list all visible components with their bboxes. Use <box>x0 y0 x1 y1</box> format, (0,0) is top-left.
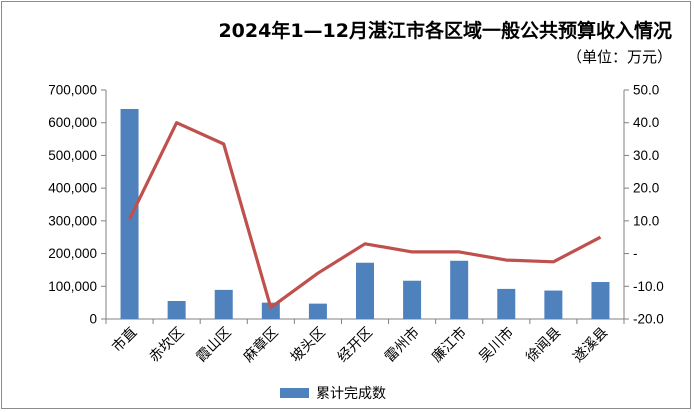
bar <box>167 301 186 319</box>
chart-unit: （单位：万元） <box>566 48 672 66</box>
y2-tick-label: -10.0 <box>633 279 664 294</box>
bar <box>308 303 327 319</box>
x-category-label: 遂溪县 <box>570 325 611 366</box>
bar <box>120 108 139 319</box>
legend-label: 累计完成数 <box>316 386 386 402</box>
bar <box>261 302 280 319</box>
y2-tick-label: 30.0 <box>633 148 659 163</box>
x-category-label: 吴川市 <box>475 324 517 366</box>
y2-tick-label: 20.0 <box>633 181 659 196</box>
y2-tick-label: - <box>633 246 638 261</box>
y2-tick-label: 10.0 <box>633 213 659 228</box>
y-tick-label: 0 <box>89 312 97 327</box>
bar <box>591 282 610 319</box>
y-tick-label: 300,000 <box>48 213 97 228</box>
x-category-label: 霞山区 <box>194 325 235 366</box>
y2-tick-label: -20.0 <box>633 312 664 327</box>
y-tick-label: 600,000 <box>48 115 97 130</box>
legend-swatch <box>280 388 309 398</box>
x-category-label: 经开区 <box>335 325 376 366</box>
bar <box>544 290 563 319</box>
y-tick-label: 100,000 <box>48 279 97 294</box>
x-category-label: 雷州市 <box>381 324 423 366</box>
growth-line <box>128 121 602 310</box>
bar <box>214 289 233 319</box>
y2-tick-label: 40.0 <box>633 115 659 130</box>
x-category-label: 市直 <box>109 324 141 356</box>
y-tick-label: 700,000 <box>48 83 97 98</box>
bar <box>497 288 516 319</box>
chart-title: 2024年1—12月湛江市各区域一般公共预算收入情况 <box>218 20 672 42</box>
x-category-label: 坡头区 <box>288 325 329 366</box>
bar <box>356 262 374 319</box>
x-category-label: 麻章区 <box>240 324 282 366</box>
x-category-label: 廉江市 <box>428 324 470 366</box>
x-category-label: 徐闻县 <box>523 325 564 366</box>
y2-tick-label: 50.0 <box>633 83 659 98</box>
y-tick-label: 200,000 <box>48 246 97 261</box>
y-tick-label: 400,000 <box>48 181 97 196</box>
x-category-label: 赤坎区 <box>146 325 187 366</box>
bar <box>450 260 469 319</box>
bar <box>403 280 422 319</box>
y-tick-label: 500,000 <box>48 148 97 163</box>
